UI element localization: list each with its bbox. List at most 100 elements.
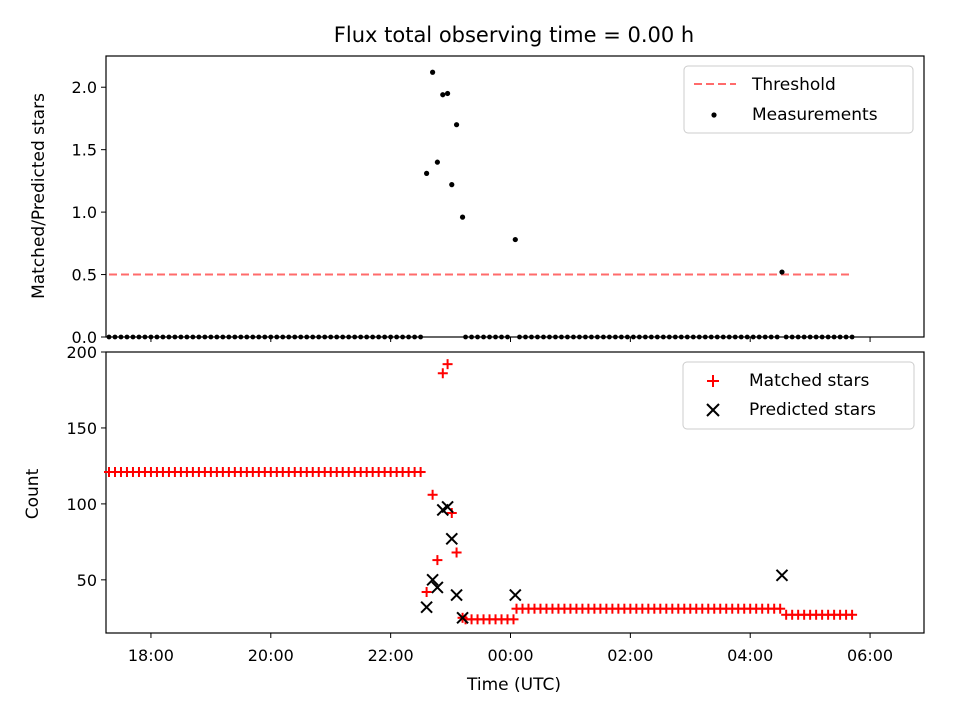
measurement-point	[280, 334, 286, 340]
measurement-point	[352, 334, 358, 340]
measurement-point	[412, 334, 418, 340]
measurement-point	[106, 334, 112, 340]
measurement-point	[208, 334, 214, 340]
legend-predicted-label: Predicted stars	[749, 400, 876, 420]
predicted-stars-layer	[420, 500, 789, 625]
predicted-star-point	[426, 573, 439, 587]
measurements-layer	[106, 69, 855, 340]
measurement-point	[268, 334, 274, 340]
measurement-point	[732, 334, 738, 340]
measurement-point	[630, 334, 636, 340]
measurement-point	[837, 334, 843, 340]
bottom-y-tick-label: 100	[66, 495, 97, 514]
measurement-point	[493, 334, 498, 340]
measurement-point	[388, 334, 394, 340]
measurement-point	[154, 334, 160, 340]
x-tick-label: 22:00	[368, 646, 414, 665]
top-legend-box	[683, 65, 914, 134]
measurement-point	[310, 334, 316, 340]
measurement-point	[636, 334, 642, 340]
measurement-point	[571, 334, 576, 340]
measurement-point	[316, 334, 322, 340]
measurement-point	[559, 334, 564, 340]
matched-star-point	[421, 586, 432, 597]
measurement-point	[400, 334, 406, 340]
predicted-star-point	[450, 588, 463, 602]
measurement-point	[298, 334, 304, 340]
measurement-point	[577, 334, 582, 340]
measurement-point	[714, 334, 720, 340]
top-y-tick-label: 1.0	[72, 203, 97, 222]
measurement-point	[789, 334, 795, 340]
bottom-x-ticks: 18:00 20:00 22:00 00:00 02:00 04:00 06:00	[128, 633, 893, 665]
x-tick-label: 04:00	[727, 646, 773, 665]
measurement-point	[322, 334, 328, 340]
measurement-point	[512, 236, 518, 243]
measurement-point	[553, 334, 558, 340]
measurement-point	[148, 334, 154, 340]
measurement-point	[849, 334, 855, 340]
measurement-point	[678, 334, 684, 340]
measurement-point	[418, 334, 424, 340]
bottom-legend: Matched stars Predicted stars	[682, 361, 915, 430]
measurement-point	[807, 334, 813, 340]
measurement-point	[654, 334, 660, 340]
measurement-point	[142, 334, 148, 340]
measurement-point	[118, 334, 124, 340]
matched-star-point	[415, 466, 426, 477]
predicted-star-point	[420, 600, 433, 614]
matched-stars-layer	[103, 359, 858, 625]
legend-measurements-swatch	[711, 112, 717, 118]
measurement-point	[666, 334, 672, 340]
measurement-point	[166, 334, 172, 340]
measurement-point	[768, 334, 774, 340]
measurement-point	[112, 334, 118, 340]
measurement-point	[774, 334, 780, 340]
measurement-point	[624, 334, 630, 340]
measurement-point	[220, 334, 226, 340]
legend-matched-label: Matched stars	[749, 371, 869, 391]
measurement-point	[370, 334, 376, 340]
measurement-point	[172, 334, 178, 340]
measurement-point	[660, 334, 666, 340]
top-y-tick-label: 1.5	[72, 141, 97, 160]
bottom-legend-box	[682, 361, 915, 430]
x-tick-label: 18:00	[128, 646, 174, 665]
measurement-point	[382, 334, 388, 340]
measurement-point	[184, 334, 190, 340]
measurement-point	[583, 334, 588, 340]
measurement-point	[831, 334, 837, 340]
predicted-star-point	[509, 588, 522, 602]
measurement-point	[843, 334, 849, 340]
measurement-point	[444, 90, 451, 97]
measurement-point	[232, 334, 238, 340]
measurement-point	[440, 92, 446, 98]
measurement-point	[565, 334, 570, 340]
bottom-y-axis-label: Count	[23, 468, 43, 519]
legend-predicted-swatch	[706, 403, 720, 417]
top-axes-frame	[105, 55, 925, 338]
legend-threshold-label: Threshold	[751, 75, 836, 95]
matched-star-point	[508, 614, 519, 625]
bottom-y-tick-label: 150	[66, 419, 97, 438]
measurement-point	[684, 334, 690, 340]
top-x-ticks	[150, 337, 871, 342]
plot-title: Flux total observing time = 0.00 h	[334, 23, 694, 47]
top-y-tick-label: 0.0	[72, 328, 97, 347]
top-y-tick-label: 0.5	[72, 266, 97, 285]
predicted-star-point	[775, 569, 789, 582]
measurement-point	[529, 334, 534, 340]
predicted-star-point	[441, 500, 454, 514]
legend-measurements-label: Measurements	[752, 105, 878, 125]
matched-star-point	[446, 508, 457, 519]
measurement-point	[136, 334, 142, 340]
matched-star-point	[427, 489, 438, 500]
measurement-point	[762, 334, 768, 340]
measurement-point	[250, 334, 256, 340]
measurement-point	[523, 334, 528, 340]
measurement-point	[244, 334, 250, 340]
predicted-star-point	[431, 581, 444, 594]
predicted-star-point	[456, 611, 469, 625]
measurement-point	[517, 334, 522, 340]
